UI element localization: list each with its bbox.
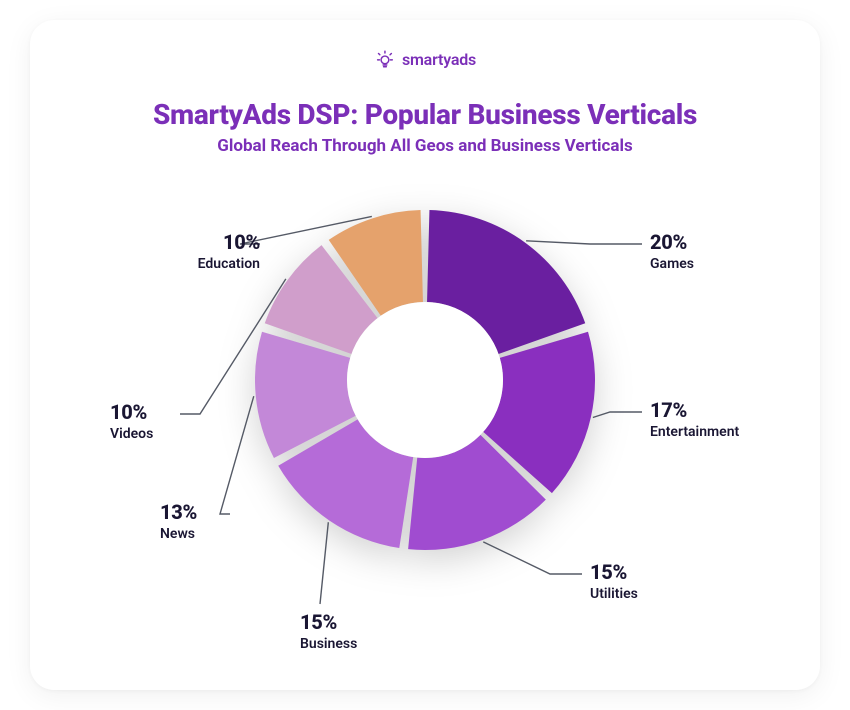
chart-label-name: Videos <box>110 426 153 442</box>
chart-label-news: 13% News <box>160 500 197 542</box>
chart-label-name: News <box>160 526 197 542</box>
chart-label-name: Entertainment <box>650 424 739 440</box>
chart-label-pct: 10% <box>150 230 260 254</box>
page-subtitle: Global Reach Through All Geos and Busine… <box>30 136 820 156</box>
donut-svg <box>245 200 605 560</box>
brand-name: smartyads <box>402 50 476 69</box>
chart-label-name: Games <box>650 256 694 272</box>
chart-label-education: 10% Education <box>150 230 260 272</box>
chart-label-pct: 15% <box>300 610 357 634</box>
chart-label-utilities: 15% Utilities <box>590 560 638 602</box>
card: smartyads SmartyAds DSP: Popular Busines… <box>30 20 820 690</box>
chart-label-name: Education <box>150 256 260 272</box>
chart-label-pct: 13% <box>160 500 197 524</box>
brand-logo: smartyads <box>374 48 476 70</box>
chart-label-business: 15% Business <box>300 610 357 652</box>
chart-label-entertainment: 17% Entertainment <box>650 398 739 440</box>
page-title: SmartyAds DSP: Popular Business Vertical… <box>30 98 820 131</box>
chart-label-pct: 10% <box>110 400 153 424</box>
lightbulb-icon <box>374 48 396 70</box>
chart-label-pct: 15% <box>590 560 638 584</box>
chart-label-name: Utilities <box>590 586 638 602</box>
donut-chart: 20% Games 17% Entertainment 15% Utilities 15% B… <box>30 170 820 690</box>
chart-label-games: 20% Games <box>650 230 694 272</box>
chart-label-pct: 17% <box>650 398 739 422</box>
chart-label-name: Business <box>300 636 357 652</box>
chart-label-pct: 20% <box>650 230 694 254</box>
chart-label-videos: 10% Videos <box>110 400 153 442</box>
